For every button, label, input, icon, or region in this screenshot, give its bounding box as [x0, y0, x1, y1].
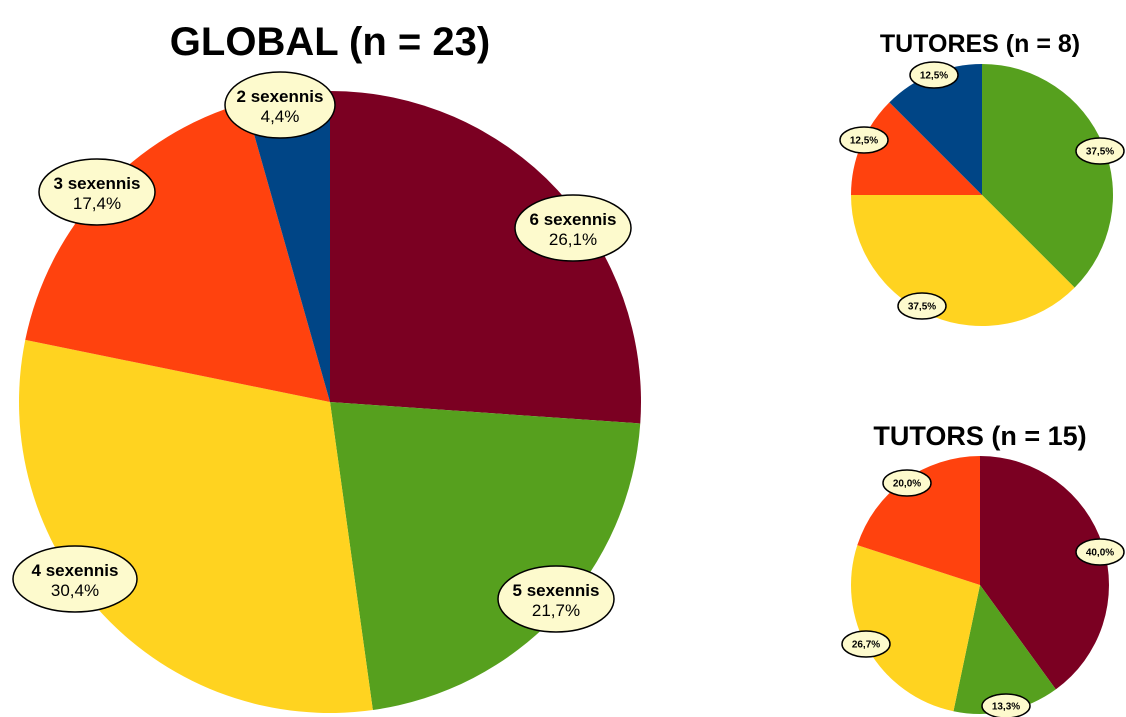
slice-value-label: 4,4% — [261, 107, 300, 126]
tutors-chart-title: TUTORS (n = 15) — [873, 421, 1086, 451]
pie-slice — [980, 456, 1109, 690]
global-chart-title: GLOBAL (n = 23) — [170, 20, 490, 64]
slice-value-label: 40,0% — [1086, 548, 1114, 559]
label-bubble — [897, 292, 947, 320]
label-bubble — [981, 693, 1031, 717]
pie-slice — [851, 102, 982, 195]
slice-value-label: 26,7% — [852, 640, 880, 651]
slice-category-label: 6 sexennis — [530, 210, 617, 229]
label-bubble — [514, 194, 632, 262]
pie-slice — [330, 91, 642, 424]
pie-slice — [25, 102, 331, 402]
slice-value-label: 30,4% — [51, 581, 99, 600]
slice-value-label: 21,7% — [532, 601, 580, 620]
slice-label: 37,5% — [1075, 137, 1125, 165]
label-bubble — [224, 71, 336, 139]
pie-slice — [982, 64, 1113, 288]
label-bubble — [841, 630, 891, 658]
pie-slice — [889, 63, 982, 195]
slice-value-label: 13,3% — [992, 702, 1020, 713]
slice-label: 20,0% — [882, 469, 932, 497]
slice-label: 40,0% — [1075, 538, 1125, 566]
slice-value-label: 37,5% — [908, 302, 936, 313]
label-bubble — [839, 126, 889, 154]
pie-slice — [851, 195, 1075, 326]
slice-label: 13,3% — [981, 693, 1031, 717]
tutores-pie-chart: TUTORES (n = 8) 37,5% 37,5% 12,5% 12,5% — [839, 30, 1125, 326]
slice-label: 12,5% — [839, 126, 889, 154]
slice-label: 12,5% — [909, 61, 959, 89]
slice-label: 26,7% — [841, 630, 891, 658]
label-bubble — [38, 158, 156, 226]
slice-value-label: 20,0% — [893, 479, 921, 490]
label-bubble — [1075, 137, 1125, 165]
slice-category-label: 5 sexennis — [513, 581, 600, 600]
pie-slice — [330, 402, 641, 711]
pie-slice — [857, 456, 980, 585]
tutors-pie-chart: TUTORS (n = 15) 40,0% 13,3% 26,7% 20,0% — [841, 421, 1125, 717]
slice-category-label: 2 sexennis — [237, 87, 324, 106]
slice-value-label: 17,4% — [73, 194, 121, 213]
slice-category-label: 3 sexennis — [54, 174, 141, 193]
slice-category-label: 4 sexennis — [32, 561, 119, 580]
pie-slice — [953, 585, 1056, 715]
label-bubble — [12, 545, 138, 613]
tutores-chart-title: TUTORES (n = 8) — [880, 30, 1080, 58]
pie-slice — [850, 545, 980, 712]
slice-value-label: 26,1% — [549, 230, 597, 249]
pie-slice — [245, 91, 330, 402]
pie-slice — [19, 339, 373, 713]
slice-value-label: 12,5% — [920, 71, 948, 82]
label-bubble — [1075, 538, 1125, 566]
label-bubble — [497, 565, 615, 633]
label-bubble — [909, 61, 959, 89]
slice-value-label: 37,5% — [1086, 147, 1114, 158]
label-bubble — [882, 469, 932, 497]
slice-label: 37,5% — [897, 292, 947, 320]
slice-value-label: 12,5% — [850, 136, 878, 147]
